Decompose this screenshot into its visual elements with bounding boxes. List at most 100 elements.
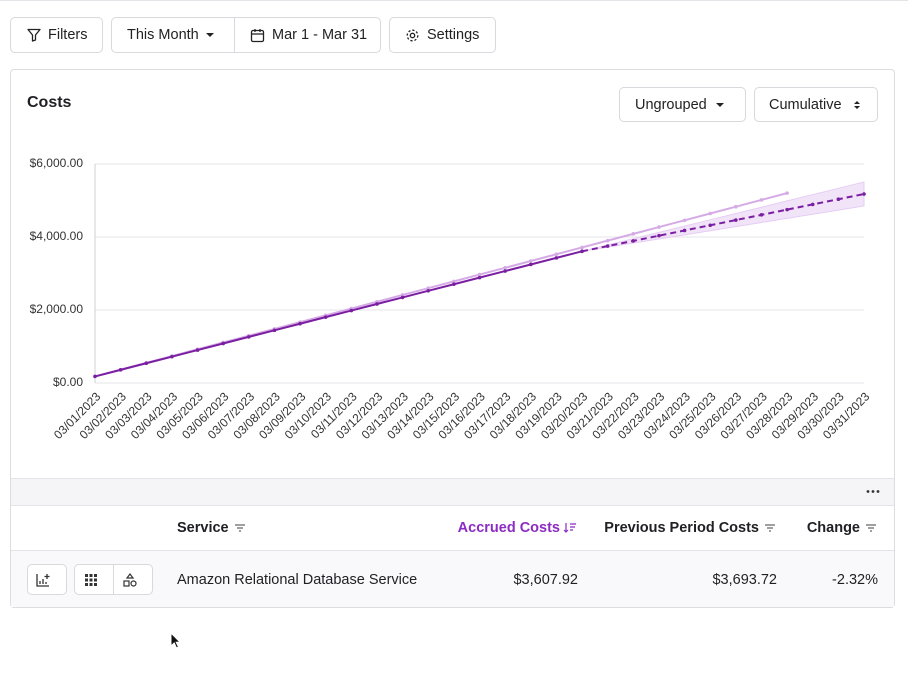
data-point [682,218,687,223]
data-point [734,218,738,222]
header-service[interactable]: Service [177,520,246,536]
period-label: This Month [127,27,199,43]
header-change[interactable]: Change [807,520,877,536]
data-point [657,225,661,229]
filter-lines [234,524,245,532]
filter-icon [27,28,41,42]
data-point [759,198,764,202]
data-point [452,279,456,284]
header-label: Service [177,520,229,536]
data-point [657,233,661,238]
more-menu[interactable] [866,489,880,494]
filters-label: Filters [48,27,88,43]
cell-previous: $3,693.72 [712,572,777,588]
sort-icon [563,523,576,533]
data-point [605,244,610,248]
data-point [298,321,302,326]
chart: $0.00$2,000.00$4,000.00$6,000.0003/01/20… [30,156,873,442]
data-point [682,228,687,233]
caret [715,102,724,107]
header-label: Accrued Costs [457,520,560,536]
y-tick-label: $2,000.00 [30,302,84,316]
filter-lines [765,524,775,532]
top-border [0,0,908,1]
cell-service: Amazon Relational Database Service [177,572,418,588]
grouping-dropdown[interactable]: Ungrouped [619,87,746,122]
series-line [581,193,865,253]
data-point [785,207,789,212]
data-point [734,204,738,209]
range-label: Mar 1 - Mar 31 [272,27,368,43]
data-point [195,348,200,352]
settings-button[interactable]: Settings [389,17,496,53]
data-point [708,223,712,228]
data-point [605,238,610,243]
data-point [580,245,584,250]
y-tick-label: $6,000.00 [30,156,84,170]
data-point [580,249,584,254]
data-point [349,308,354,313]
filters-button[interactable]: Filters [10,17,103,53]
header-previous[interactable]: Previous Period Costs [604,520,776,536]
caret [205,33,214,37]
header-accrued[interactable]: Accrued Costs [458,520,577,536]
mode-label: Cumulative [769,96,842,113]
calendar-icon [250,28,265,42]
table-row [11,550,894,607]
data-point [118,368,123,372]
data-point [426,286,431,290]
data-point [221,341,225,346]
updown-icon [853,100,860,109]
data-point [708,211,712,216]
settings-label: Settings [427,27,480,43]
data-point [554,256,559,260]
data-point [862,192,866,196]
data-point [477,275,482,280]
data-point [785,191,789,195]
cell-accrued: $3,607.92 [513,572,578,588]
period-dropdown[interactable]: This Month [111,17,235,53]
mode-dropdown[interactable]: Cumulative [754,87,878,122]
data-point [631,232,636,236]
data-point [631,239,636,243]
data-point [144,361,149,366]
chart-add-icon [36,573,50,587]
forecast-band [581,181,865,252]
mouse-cursor [170,632,182,649]
data-point [247,335,251,339]
data-point [170,354,174,359]
data-point [272,328,277,333]
data-point [375,302,379,306]
data-point [836,197,841,202]
y-tick-label: $0.00 [53,375,83,389]
series-line [94,250,583,378]
grid-icon [84,573,97,586]
costs-card [10,69,895,608]
data-point [400,295,405,300]
data-point [323,315,328,319]
shapes-icon [122,572,137,587]
data-point [477,272,482,277]
y-tick-label: $4,000.00 [30,229,84,243]
shapes-toggle[interactable] [113,564,153,595]
data-point [503,266,507,270]
chart-toggle[interactable] [27,564,67,595]
data-point [426,289,431,293]
data-point [528,262,533,267]
data-point [759,213,764,217]
grid-toggle[interactable] [74,564,114,595]
header-label: Previous Period Costs [604,520,759,536]
filter-lines [866,524,876,532]
data-point [452,282,456,287]
data-point [810,202,815,207]
cell-change: -2.32% [832,572,878,588]
header-label: Change [806,520,860,536]
data-point [503,269,507,273]
data-point [528,259,533,263]
grouping-label: Ungrouped [635,96,707,113]
data-point [554,252,559,257]
range-button[interactable]: Mar 1 - Mar 31 [234,17,381,53]
gear-icon [406,29,419,41]
card-title: Costs [27,94,72,111]
